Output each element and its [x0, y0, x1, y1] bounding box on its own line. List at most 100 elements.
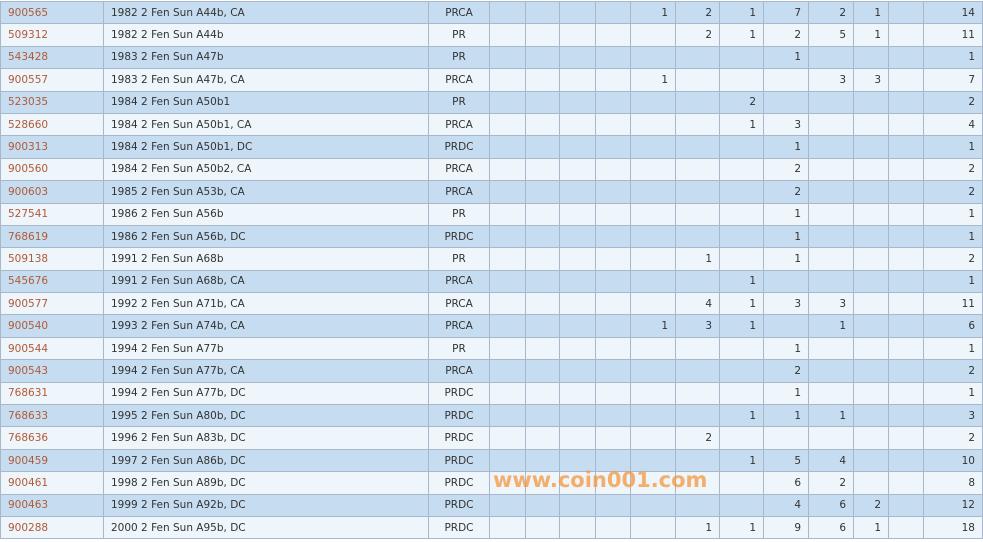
coin-description: 1994 2 Fen Sun A77b: [103, 336, 429, 361]
coin-id-link[interactable]: 900577: [0, 292, 104, 316]
grade-count: 3: [763, 112, 809, 137]
grade-count: 3: [808, 292, 854, 316]
grade-count: [595, 292, 631, 316]
coin-id-link[interactable]: 768631: [0, 381, 104, 406]
grade-count: [808, 269, 854, 294]
grade-count: [595, 23, 631, 47]
grade-count: 3: [763, 292, 809, 316]
coin-description: 1984 2 Fen Sun A50b2, CA: [103, 157, 429, 182]
coin-id-link[interactable]: 900463: [0, 493, 104, 517]
grade-count: 1: [853, 23, 889, 47]
grade-count: [630, 90, 676, 114]
grade-count: [630, 202, 676, 226]
grade-count: [630, 224, 676, 249]
coin-id-link[interactable]: 900459: [0, 448, 104, 473]
grade-count: [630, 23, 676, 47]
grade-count: [525, 157, 560, 182]
grade-count: [489, 336, 526, 361]
coin-id-link[interactable]: 509312: [0, 23, 104, 47]
grade-count: [559, 381, 596, 406]
coin-id-link[interactable]: 900565: [0, 0, 104, 25]
row-total: 2: [923, 426, 983, 450]
grade-count: [675, 359, 720, 383]
grade-count: [489, 180, 526, 204]
coin-id-link[interactable]: 900288: [0, 515, 104, 540]
coin-description: 1994 2 Fen Sun A77b, CA: [103, 359, 429, 383]
grade-count: [888, 202, 924, 226]
row-total: 12: [923, 493, 983, 517]
row-total: 7: [923, 68, 983, 92]
grade-count: 1: [763, 247, 809, 271]
grade-count: 1: [763, 135, 809, 159]
grade-count: [763, 269, 809, 294]
grade-count: [675, 336, 720, 361]
grade-count: [595, 314, 631, 338]
coin-id-link[interactable]: 900560: [0, 157, 104, 182]
grade-count: [525, 404, 560, 428]
coin-id-link[interactable]: 768636: [0, 426, 104, 450]
grade-count: 2: [675, 0, 720, 25]
coin-id-link[interactable]: 900543: [0, 359, 104, 383]
grade-count: [675, 135, 720, 159]
grade-count: 1: [763, 336, 809, 361]
table-row: 545676 1991 2 Fen Sun A68b, CA PRCA 1 1: [0, 269, 983, 294]
grade-count: [630, 381, 676, 406]
grade-count: 4: [763, 493, 809, 517]
table-row: 768636 1996 2 Fen Sun A83b, DC PRDC 2 2: [0, 426, 983, 450]
coin-id-link[interactable]: 768619: [0, 224, 104, 249]
coin-id-link[interactable]: 900603: [0, 180, 104, 204]
coin-description: 2000 2 Fen Sun A95b, DC: [103, 515, 429, 540]
grade-count: [630, 247, 676, 271]
grade-count: [675, 381, 720, 406]
coin-id-link[interactable]: 523035: [0, 90, 104, 114]
coin-id-link[interactable]: 527541: [0, 202, 104, 226]
coin-id-link[interactable]: 900540: [0, 314, 104, 338]
grade-count: [853, 336, 889, 361]
table-row: 900459 1997 2 Fen Sun A86b, DC PRDC 1 5 4 10: [0, 448, 983, 473]
grade-count: [630, 359, 676, 383]
grade-count: [808, 381, 854, 406]
grade-count: 2: [808, 471, 854, 495]
table-row: 900461 1998 2 Fen Sun A89b, DC PRDC 6 2 8: [0, 471, 983, 495]
grade-count: [808, 45, 854, 70]
grade-count: [525, 359, 560, 383]
grade-count: [559, 180, 596, 204]
coin-id-link[interactable]: 900544: [0, 336, 104, 361]
grade-count: [888, 180, 924, 204]
grade-count: 3: [675, 314, 720, 338]
grade-count: [559, 314, 596, 338]
coin-id-link[interactable]: 509138: [0, 247, 104, 271]
coin-id-link[interactable]: 900313: [0, 135, 104, 159]
grade-count: [630, 515, 676, 540]
grade-count: [675, 157, 720, 182]
coin-type: PR: [428, 247, 490, 271]
grade-count: [595, 359, 631, 383]
grade-count: 6: [808, 493, 854, 517]
grade-count: 4: [808, 448, 854, 473]
grade-count: [808, 180, 854, 204]
grade-count: 1: [719, 448, 764, 473]
coin-id-link[interactable]: 900461: [0, 471, 104, 495]
grade-count: [888, 404, 924, 428]
coin-id-link[interactable]: 528660: [0, 112, 104, 137]
grade-count: [853, 45, 889, 70]
coin-id-link[interactable]: 768633: [0, 404, 104, 428]
grade-count: [763, 90, 809, 114]
grade-count: [489, 224, 526, 249]
grade-count: [525, 448, 560, 473]
grade-count: [763, 314, 809, 338]
grade-count: 6: [808, 515, 854, 540]
grade-count: [489, 202, 526, 226]
coin-id-link[interactable]: 900557: [0, 68, 104, 92]
coin-id-link[interactable]: 545676: [0, 269, 104, 294]
grade-count: [595, 471, 631, 495]
grade-count: [595, 68, 631, 92]
grade-count: [888, 68, 924, 92]
coin-description: 1991 2 Fen Sun A68b: [103, 247, 429, 271]
grade-count: [630, 45, 676, 70]
grade-count: [595, 493, 631, 517]
grade-count: [808, 202, 854, 226]
coin-id-link[interactable]: 543428: [0, 45, 104, 70]
grade-count: [719, 336, 764, 361]
grade-count: [630, 404, 676, 428]
